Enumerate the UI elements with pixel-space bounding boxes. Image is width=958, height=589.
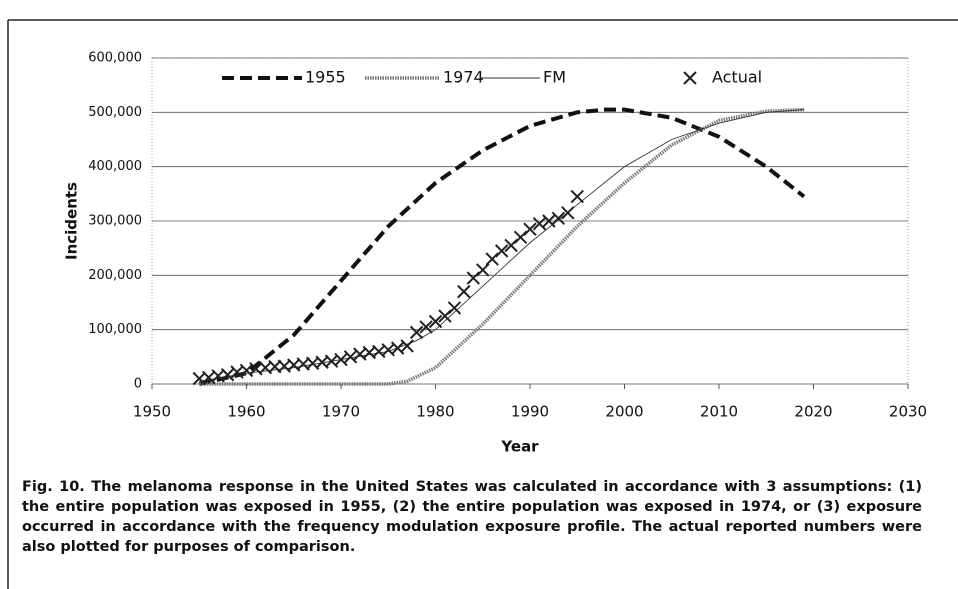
data-point [343, 350, 358, 364]
x-tick-label: 1950 [133, 403, 171, 421]
data-point [419, 320, 433, 334]
data-point [551, 211, 566, 225]
x-tick-label: 1970 [322, 403, 360, 421]
y-tick-label: 400,000 [88, 159, 142, 174]
x-tick-label: 2020 [794, 403, 832, 421]
x-tick-label: 2000 [605, 403, 643, 421]
series-line [199, 109, 805, 382]
legend-label: FM [543, 68, 566, 87]
data-point [400, 339, 414, 353]
y-tick-label: 500,000 [88, 105, 142, 120]
x-tick-label: 1990 [511, 403, 549, 421]
x-axis-label: Year [500, 438, 539, 456]
y-tick-label: 200,000 [88, 268, 142, 283]
data-point [494, 244, 509, 258]
y-tick-label: 300,000 [88, 214, 142, 229]
data-point [523, 222, 537, 236]
data-point [457, 284, 471, 299]
legend-label: 1955 [305, 68, 346, 87]
y-tick-label: 600,000 [88, 51, 142, 66]
y-axis-label: Incidents [63, 182, 81, 260]
y-tick-label: 0 [134, 377, 142, 392]
x-tick-label: 2030 [889, 403, 927, 421]
y-tick-label: 100,000 [88, 322, 142, 337]
legend-marker [683, 71, 697, 85]
data-point [561, 206, 575, 220]
data-point [542, 214, 556, 228]
data-point [476, 263, 490, 277]
data-point [447, 301, 462, 315]
x-tick-label: 1960 [227, 403, 265, 421]
data-point [334, 352, 348, 367]
series-line [199, 107, 805, 386]
data-point [532, 217, 547, 231]
data-point [570, 189, 584, 204]
data-point [220, 368, 235, 382]
x-tick-label: 2010 [700, 403, 738, 421]
x-tick-label: 1980 [416, 403, 454, 421]
data-point [428, 314, 443, 329]
legend-label: 1974 [443, 68, 484, 87]
series-line [198, 107, 806, 386]
caption: Fig. 10. The melanoma response in the Un… [22, 479, 922, 555]
legend-label: Actual [712, 68, 762, 87]
data-point [409, 325, 424, 340]
